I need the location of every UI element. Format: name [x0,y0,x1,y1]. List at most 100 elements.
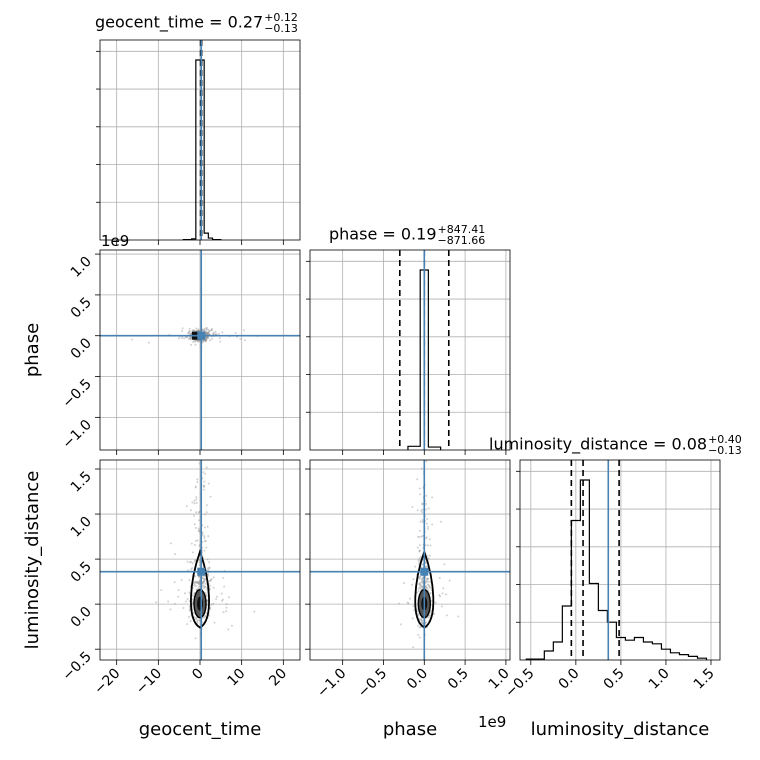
sample-point [412,578,415,581]
sample-point [428,585,431,588]
sample-point [173,581,176,584]
sample-point [411,505,414,508]
sample-point [418,536,421,539]
sample-point [422,420,424,422]
sample-point [234,331,237,334]
sample-point [421,581,424,584]
sample-point [427,507,430,510]
sample-point [205,333,208,336]
sample-point [429,591,432,594]
title-phase-name: phase [329,224,378,244]
sample-point [426,517,429,520]
sample-point [214,333,217,336]
sample-point [202,471,205,474]
histogram-geocent_time [182,59,222,240]
sample-point [421,519,424,522]
sample-point [193,583,196,586]
sample-point [193,523,196,526]
sample-point [425,494,428,497]
sample-point [193,499,196,502]
sample-point [203,480,206,483]
title-geocent-time-minus: −0.13 [264,22,298,35]
sample-point [207,332,210,335]
sample-point [204,592,207,595]
sample-point [194,485,197,488]
sample-point [182,607,185,610]
sample-point [194,637,197,640]
sample-point [190,332,193,335]
sample-point [184,336,187,339]
sample-point [398,602,401,605]
sample-point [416,546,419,549]
sample-point [169,608,172,611]
sample-point [198,544,201,547]
sample-point [198,462,201,465]
sample-point [212,332,215,335]
sample-point [198,559,201,562]
sample-point [203,578,206,581]
sample-point [417,587,420,590]
sample-point [419,586,422,589]
sample-point [198,582,201,585]
sample-point [198,529,201,532]
sample-point [421,585,424,588]
y-axis-label-phase: phase [22,323,43,377]
sample-point [201,328,204,331]
sample-point [205,333,208,336]
sample-point [421,580,424,583]
sample-point [457,615,460,618]
sample-point [210,329,213,332]
sample-point [191,551,194,554]
sample-point [193,330,196,333]
offset-label-phase-x: 1e9 [478,713,506,731]
sample-point [184,600,187,603]
sample-point [418,529,421,532]
sample-point [195,339,198,342]
sample-point [206,331,209,334]
sample-point [206,331,209,334]
sample-point [428,592,431,595]
sample-point [198,575,201,578]
sample-point [188,561,191,564]
sample-point [204,540,207,543]
title-luminosity-distance-minus: −0.13 [708,444,742,457]
sample-point [208,330,211,333]
sample-point [209,579,212,582]
sample-point [425,586,428,589]
sample-point [205,612,208,615]
sample-point [202,340,205,343]
sample-point [198,329,201,332]
sample-point [188,600,191,603]
sample-point [198,543,201,546]
sample-point [203,328,206,331]
contour-outer [190,548,210,629]
sample-point [416,591,419,594]
sample-point [448,579,451,582]
sample-point [205,511,208,514]
x-axis-label-luminosity-distance: luminosity_distance [531,719,710,740]
sample-point [411,617,414,620]
sample-point [193,580,196,583]
sample-point [418,549,421,552]
sample-point [204,513,207,516]
sample-point [418,550,421,553]
sample-point [195,329,198,332]
sample-point [445,614,448,617]
sample-point [207,574,210,577]
panel-content [100,40,300,240]
sample-point [207,336,210,339]
sample-point [190,568,193,571]
sample-point [209,495,212,498]
sample-point [202,580,205,583]
sample-point [421,622,424,625]
y-tick-label-luminosity_distance: 0.0 [68,604,95,631]
sample-point [209,584,212,587]
sample-point [421,521,424,524]
sample-point [221,599,224,602]
sample-point [429,610,432,613]
sample-point [222,611,225,614]
sample-point [190,332,193,335]
sample-point [425,621,428,624]
sample-point [222,576,225,579]
